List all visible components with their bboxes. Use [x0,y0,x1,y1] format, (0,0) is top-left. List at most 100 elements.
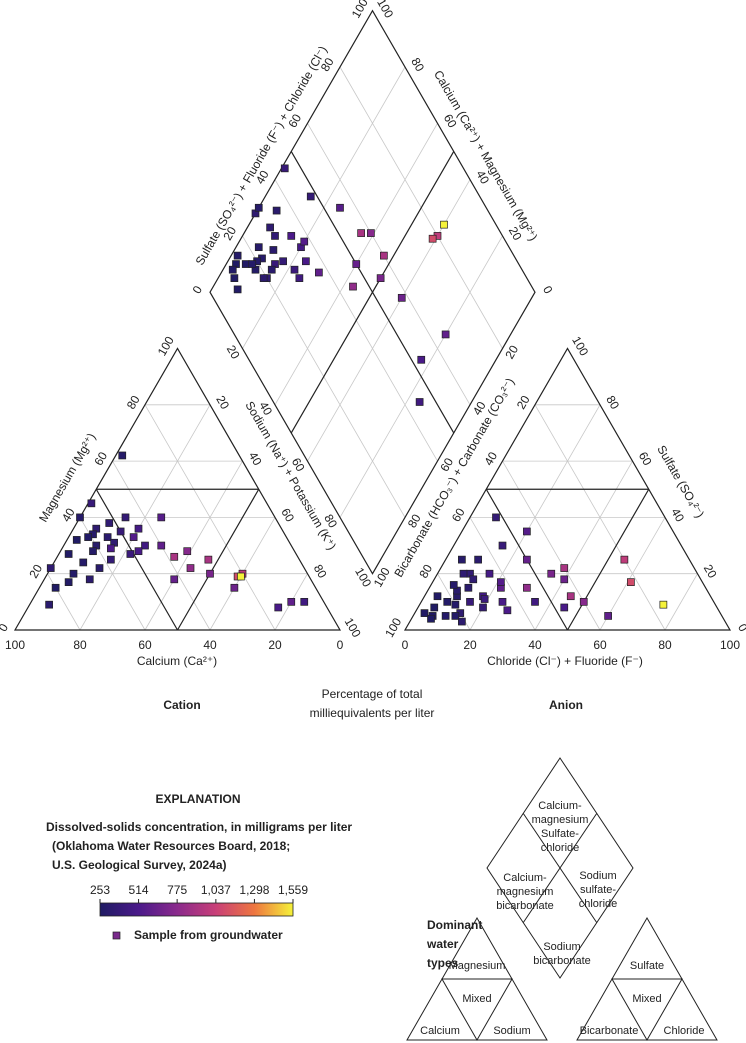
anion-sample [659,600,668,609]
sulfate-tick-label: 100 [569,334,591,359]
water-type-label: Sodium [543,941,580,953]
colorbar-tick-label: 775 [167,883,187,897]
anion-sample [451,600,460,609]
calcium-tick-label: 80 [73,638,87,652]
diamond-sample [241,260,250,268]
explanation-text: U.S. Geological Survey, 2024a) [52,858,227,872]
cation-sample [105,519,114,527]
diamond-sample [254,243,263,252]
sulfate-tick-label: 0 [735,621,746,634]
anion-sample [433,592,442,601]
colorbar-tick-label: 514 [129,883,149,897]
anion-sample [503,606,512,615]
anion-sample [560,564,569,572]
anion-sample [480,595,489,603]
grid-line [47,573,81,631]
chloride-tick-label: 0 [402,638,409,652]
anion-sample [430,603,439,612]
legend-label: Sample from groundwater [134,928,283,942]
water-types-title: types [427,956,459,970]
anion-sample [497,578,505,586]
diamond-bicarbonate-tick-label: 40 [470,399,489,418]
water-type-label: chloride [541,842,580,854]
cation-sample [287,597,296,606]
grid-line [599,517,666,631]
diamond-sample [279,257,287,266]
anion-sample [485,569,494,578]
cation-sample [72,536,81,544]
anion-sample [523,555,531,564]
water-type-label: Calcium- [538,800,582,812]
chloride-tick-label: 20 [463,638,477,652]
cation-sample [204,555,213,564]
diamond-sample [248,260,257,268]
diamond-sample [269,246,278,254]
water-type-label: Sodium [493,1025,530,1037]
cation-sample [129,533,138,541]
anion-sample [469,575,478,584]
diamond-sample [440,220,448,229]
bicarbonate-tick-label: 80 [416,562,435,581]
magnesium-tick-label: 20 [26,562,45,581]
units-label: Percentage of total [322,687,423,701]
water-type-label: magnesium [532,814,589,826]
axis-title: Chloride (Cl⁻) + Fluoride (F⁻) [487,654,643,668]
diamond-bicarbonate-tick-label: 20 [502,343,521,362]
units-label: milliequivalents per liter [310,706,435,720]
chloride-tick-label: 100 [720,638,740,652]
sulfate-tick-label: 80 [603,393,622,412]
sulfate-tick-label: 40 [668,506,687,525]
grid-line [664,573,698,631]
water-type-label: Mixed [632,993,661,1005]
cation-sample [85,575,94,584]
diamond-bicarbonate-tick-label: 80 [405,511,424,530]
water-type-label: Chloride [664,1025,705,1037]
diamond-bicarbonate-tick-label: 60 [437,455,456,474]
anion-sample [523,527,531,536]
diamond-sample [295,274,304,282]
cation-sample [237,572,245,581]
water-type-label: Sulfate [630,960,664,972]
water-type-label: bicarbonate [533,955,591,967]
chloride-tick-label: 80 [658,638,672,652]
bicarbonate-tick-label: 40 [481,449,500,468]
cation-sample [118,451,127,460]
sodium-tick-label: 20 [213,393,232,412]
anion-sample [566,592,575,601]
diamond-sodium-tick-label: 80 [321,512,340,531]
diamond-sample [287,232,296,240]
anion-sample [466,597,474,606]
diamond-sample [306,192,315,201]
diamond-sample [349,282,357,291]
axis-title: Bicarbonate (HCO₃⁻) + Carbonate (CO₃²⁻) [391,376,517,580]
anion-sample [627,578,635,586]
diamond-sulfate-tick-label: 80 [318,55,337,74]
diamond-sample [300,237,309,246]
cation-sample [274,603,283,612]
explanation-heading: EXPLANATION [155,792,240,806]
axis-title: Calcium (Ca²⁺) [137,654,217,668]
anion-label: Anion [549,698,583,712]
cation-sample [64,550,73,558]
cation-sample [46,564,55,572]
diamond-sample [367,229,375,237]
anion-sample [531,597,539,606]
anion-sample [492,513,500,522]
diamond-sample [233,251,242,260]
diamond-sample [441,330,450,339]
cation-sample [79,558,88,567]
calcium-tick-label: 100 [5,638,25,652]
water-type-label: magnesium [497,886,554,898]
diamond-sulfate-tick-label: 60 [285,111,304,130]
cation-sample [64,578,73,586]
type-boundary [290,151,455,434]
diamond-sample [290,265,299,274]
diamond-calcium-tick-label: 60 [441,112,460,131]
diamond-calcium-tick-label: 0 [540,283,556,296]
anion-sample [560,575,569,584]
anion-sample [449,581,458,589]
cation-sample [126,550,135,558]
diamond-sample [352,260,361,268]
water-type-label: Sodium [579,870,616,882]
